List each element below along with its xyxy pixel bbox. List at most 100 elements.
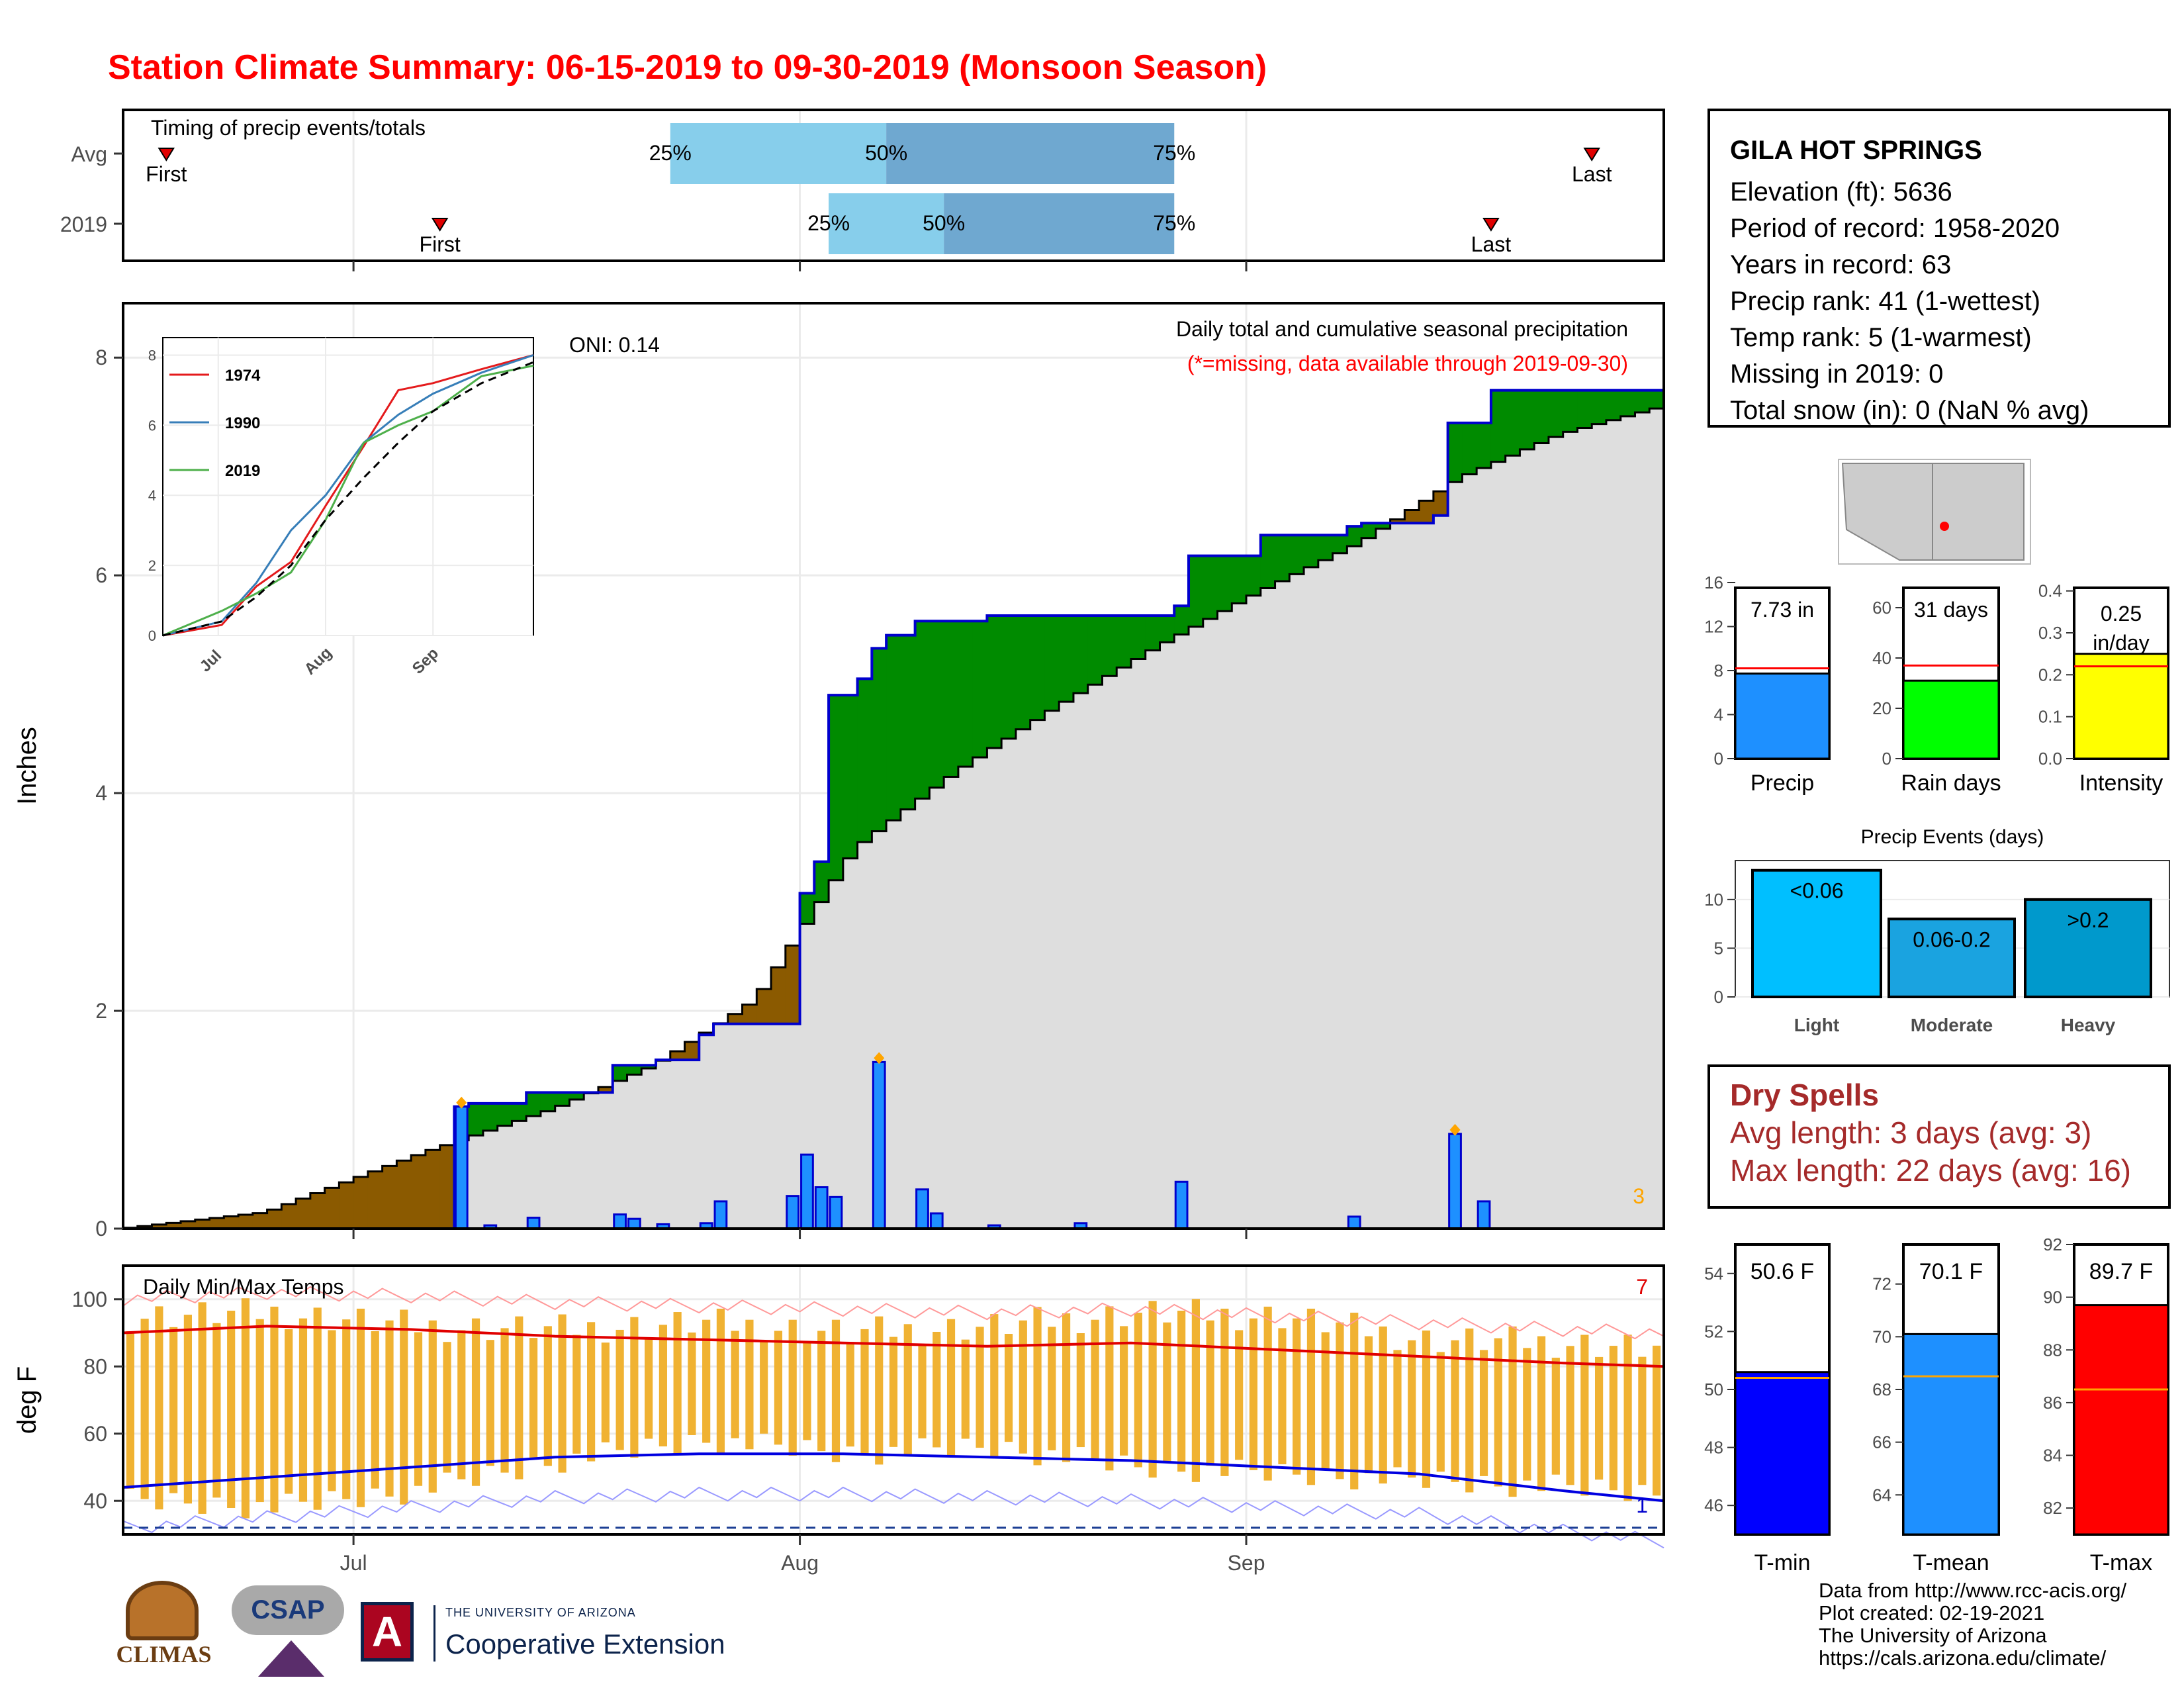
temp-frame: [122, 1264, 1665, 1536]
events-bar-text: 0.06-0.2: [1913, 927, 1990, 951]
daily-precip-bar: [872, 1060, 886, 1230]
climatology-area-day: [1044, 710, 1060, 1229]
record-high-line: [122, 1286, 1664, 1340]
climatology-area-day: [944, 776, 959, 1229]
surplus-area-day: [929, 621, 944, 788]
daily-temp-bar: [1623, 1335, 1632, 1501]
climatology-area-day: [1548, 437, 1564, 1229]
daily-temp-bar: [1120, 1326, 1128, 1456]
climatology-area-day: [1390, 523, 1405, 1229]
daily-precip-bar: [1477, 1200, 1491, 1230]
daily-temp-bar: [1206, 1320, 1214, 1466]
timing-first-label: First: [146, 162, 187, 186]
climatology-area-day: [886, 820, 901, 1229]
climatology-area-day: [1203, 618, 1218, 1229]
tgauge-value-text: 70.1 F: [1919, 1259, 1983, 1284]
climatology-area-day: [742, 1023, 757, 1229]
daily-temp-bar: [601, 1342, 610, 1442]
daily-precip-marker: [874, 1052, 885, 1064]
events-bar-text: >0.2: [2067, 908, 2109, 932]
timing-row-label: 2019: [60, 212, 107, 236]
surplus-area-day: [1217, 555, 1232, 612]
climatology-area-day: [1318, 560, 1334, 1229]
avg-min-line: [122, 1452, 1664, 1503]
daily-temp-bar: [342, 1319, 351, 1499]
gauge-y-tick-label: 0: [1882, 749, 1891, 769]
daily-temp-bar: [443, 1342, 451, 1473]
climatology-area-day: [584, 1093, 599, 1229]
surplus-area-day: [612, 1065, 628, 1081]
daily-temp-bar: [615, 1329, 624, 1450]
timing-p75-label: 75%: [1153, 211, 1195, 235]
inset-y-tick-label: 4: [148, 487, 156, 504]
timing-bar-25-50: [829, 193, 944, 254]
daily-temp-bar: [500, 1328, 509, 1473]
events-category-label: Light: [1794, 1015, 1839, 1035]
climatology-area-day: [482, 1130, 498, 1229]
surplus-area-day: [1203, 555, 1218, 619]
deficit-area-day: [684, 1042, 700, 1060]
surplus-area-day: [1649, 390, 1664, 409]
daily-temp-bar: [1062, 1313, 1071, 1462]
tgauge-y-tick-label: 46: [1704, 1495, 1723, 1515]
daily-temp-bar: [1595, 1356, 1604, 1480]
daily-precip-bar: [613, 1213, 627, 1230]
daily-temp-bar: [543, 1326, 552, 1466]
daily-temp-bar: [875, 1316, 884, 1465]
deficit-area-day: [1419, 500, 1434, 524]
csap-logo-text: CSAP: [251, 1595, 325, 1624]
deficit-area-day: [152, 1224, 167, 1229]
deficit-area-day: [382, 1166, 397, 1229]
temp-low-count: 1: [1636, 1493, 1648, 1517]
daily-temp-bar: [515, 1316, 523, 1479]
daily-temp-bar: [1379, 1326, 1387, 1484]
climatology-area-day: [1563, 432, 1578, 1229]
daily-temp-bar: [400, 1309, 408, 1505]
temp-panel-title: Daily Min/Max Temps: [143, 1275, 343, 1299]
temperature-panel: 40 60 80 100 deg F Daily Min/Max Temps 7 1 Jul Au…: [13, 1264, 1665, 1575]
avg-max-line: [122, 1325, 1664, 1368]
daily-precip-bar: [829, 1196, 843, 1230]
timing-p75-label: 75%: [1153, 141, 1195, 165]
surplus-area-day: [1577, 390, 1592, 428]
inset-legend-label: 1990: [225, 414, 260, 432]
daily-temp-bar: [990, 1314, 999, 1457]
surplus-area-day: [1232, 555, 1247, 604]
deficit-area-day: [727, 1013, 743, 1024]
deficit-area-day: [396, 1160, 412, 1229]
credit-created: Plot created: 02-19-2021: [1819, 1601, 2045, 1624]
surplus-area-day: [1361, 523, 1377, 538]
daily-temp-bar: [903, 1324, 912, 1456]
daily-temp-bar: [227, 1311, 236, 1509]
deficit-area-day: [224, 1216, 239, 1229]
climatology-area-day: [1447, 482, 1463, 1229]
daily-temp-bar: [270, 1306, 279, 1513]
daily-temp-bar: [1508, 1326, 1517, 1497]
surplus-area-day: [641, 1065, 657, 1068]
gauge-y-tick-label: 16: [1704, 573, 1723, 592]
daily-temp-bar: [788, 1319, 797, 1456]
deficit-area-day: [771, 967, 786, 1024]
climatology-area-day: [1534, 443, 1549, 1229]
events-y-tick-label: 0: [1714, 987, 1723, 1007]
daily-temp-bar: [183, 1315, 192, 1504]
daily-temp-bar: [486, 1340, 494, 1466]
deficit-area-day: [1390, 519, 1405, 524]
gauge-y-tick-label: 12: [1704, 617, 1723, 637]
daily-temp-bar: [471, 1318, 480, 1486]
surplus-area-day: [1116, 616, 1132, 668]
climatology-area-day: [1462, 474, 1477, 1229]
climatology-area-day: [684, 1060, 700, 1229]
deficit-area-day: [670, 1051, 686, 1060]
precip-y-axis-label: Inches: [13, 727, 42, 805]
daily-temp-bar: [1004, 1334, 1013, 1442]
climatology-area-day: [1030, 720, 1046, 1229]
daily-temp-bar: [572, 1335, 581, 1454]
surplus-area-day: [915, 621, 930, 799]
daily-temp-bar: [1148, 1301, 1157, 1478]
events-y-tick-label: 5: [1714, 938, 1723, 958]
climatology-area-day: [1477, 468, 1492, 1229]
surplus-area-day: [1375, 523, 1391, 529]
daily-temp-bar: [1293, 1318, 1301, 1475]
temp-y-tick-label: 100: [72, 1288, 107, 1311]
